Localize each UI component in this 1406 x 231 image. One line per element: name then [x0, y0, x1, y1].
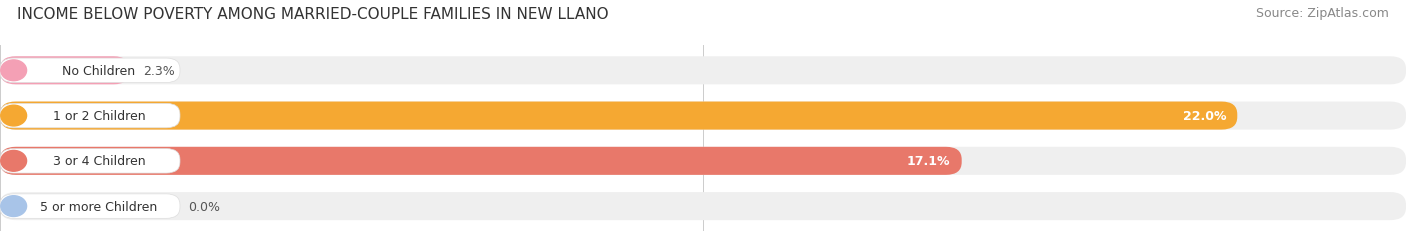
- FancyBboxPatch shape: [0, 192, 1406, 220]
- FancyBboxPatch shape: [0, 147, 962, 175]
- Text: 22.0%: 22.0%: [1182, 109, 1226, 122]
- Text: 3 or 4 Children: 3 or 4 Children: [52, 155, 145, 168]
- FancyBboxPatch shape: [0, 102, 1237, 130]
- Text: 0.0%: 0.0%: [188, 200, 221, 213]
- FancyBboxPatch shape: [0, 149, 180, 173]
- Text: Source: ZipAtlas.com: Source: ZipAtlas.com: [1256, 7, 1389, 20]
- FancyBboxPatch shape: [0, 57, 1406, 85]
- Circle shape: [1, 61, 27, 81]
- Text: 5 or more Children: 5 or more Children: [41, 200, 157, 213]
- Text: INCOME BELOW POVERTY AMONG MARRIED-COUPLE FAMILIES IN NEW LLANO: INCOME BELOW POVERTY AMONG MARRIED-COUPL…: [17, 7, 609, 22]
- Text: 1 or 2 Children: 1 or 2 Children: [52, 109, 145, 122]
- FancyBboxPatch shape: [0, 57, 129, 85]
- Circle shape: [1, 106, 27, 126]
- FancyBboxPatch shape: [0, 147, 1406, 175]
- FancyBboxPatch shape: [0, 194, 180, 218]
- Circle shape: [1, 196, 27, 216]
- FancyBboxPatch shape: [0, 102, 1406, 130]
- Circle shape: [1, 151, 27, 171]
- FancyBboxPatch shape: [0, 59, 180, 83]
- FancyBboxPatch shape: [0, 104, 180, 128]
- Text: 2.3%: 2.3%: [143, 64, 176, 77]
- Text: No Children: No Children: [62, 64, 135, 77]
- Text: 17.1%: 17.1%: [907, 155, 950, 168]
